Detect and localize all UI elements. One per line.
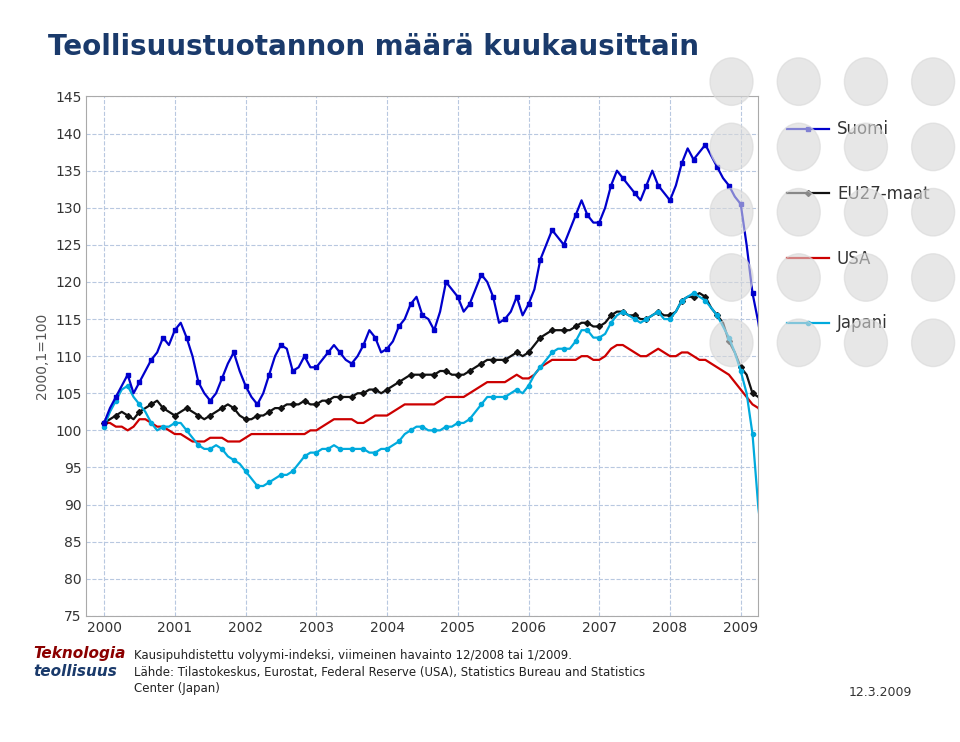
Circle shape <box>710 123 753 171</box>
Circle shape <box>912 123 954 171</box>
Circle shape <box>912 254 954 301</box>
Legend: Suomi, EU27-maat, USA, Japani: Suomi, EU27-maat, USA, Japani <box>787 120 929 332</box>
Text: Teknologia: Teknologia <box>34 646 126 660</box>
Circle shape <box>912 58 954 105</box>
Circle shape <box>710 254 753 301</box>
Text: teollisuus: teollisuus <box>34 664 117 679</box>
Circle shape <box>710 58 753 105</box>
Text: Center (Japan): Center (Japan) <box>134 682 220 695</box>
Text: 12.3.2009: 12.3.2009 <box>849 686 912 700</box>
Circle shape <box>912 319 954 367</box>
Circle shape <box>778 123 820 171</box>
Circle shape <box>778 58 820 105</box>
Circle shape <box>845 58 887 105</box>
Circle shape <box>845 123 887 171</box>
Circle shape <box>845 254 887 301</box>
Circle shape <box>778 188 820 236</box>
Text: Lähde: Tilastokeskus, Eurostat, Federal Reserve (USA), Statistics Bureau and Sta: Lähde: Tilastokeskus, Eurostat, Federal … <box>134 666 645 679</box>
Circle shape <box>710 188 753 236</box>
Circle shape <box>912 188 954 236</box>
Y-axis label: 2000,1=100: 2000,1=100 <box>36 313 50 399</box>
Circle shape <box>778 319 820 367</box>
Text: Kausipuhdistettu volyymi-indeksi, viimeinen havainto 12/2008 tai 1/2009.: Kausipuhdistettu volyymi-indeksi, viimei… <box>134 649 572 663</box>
Circle shape <box>845 188 887 236</box>
Circle shape <box>778 254 820 301</box>
Text: Teollisuustuotannon määrä kuukausittain: Teollisuustuotannon määrä kuukausittain <box>48 33 699 62</box>
Circle shape <box>710 319 753 367</box>
Circle shape <box>845 319 887 367</box>
